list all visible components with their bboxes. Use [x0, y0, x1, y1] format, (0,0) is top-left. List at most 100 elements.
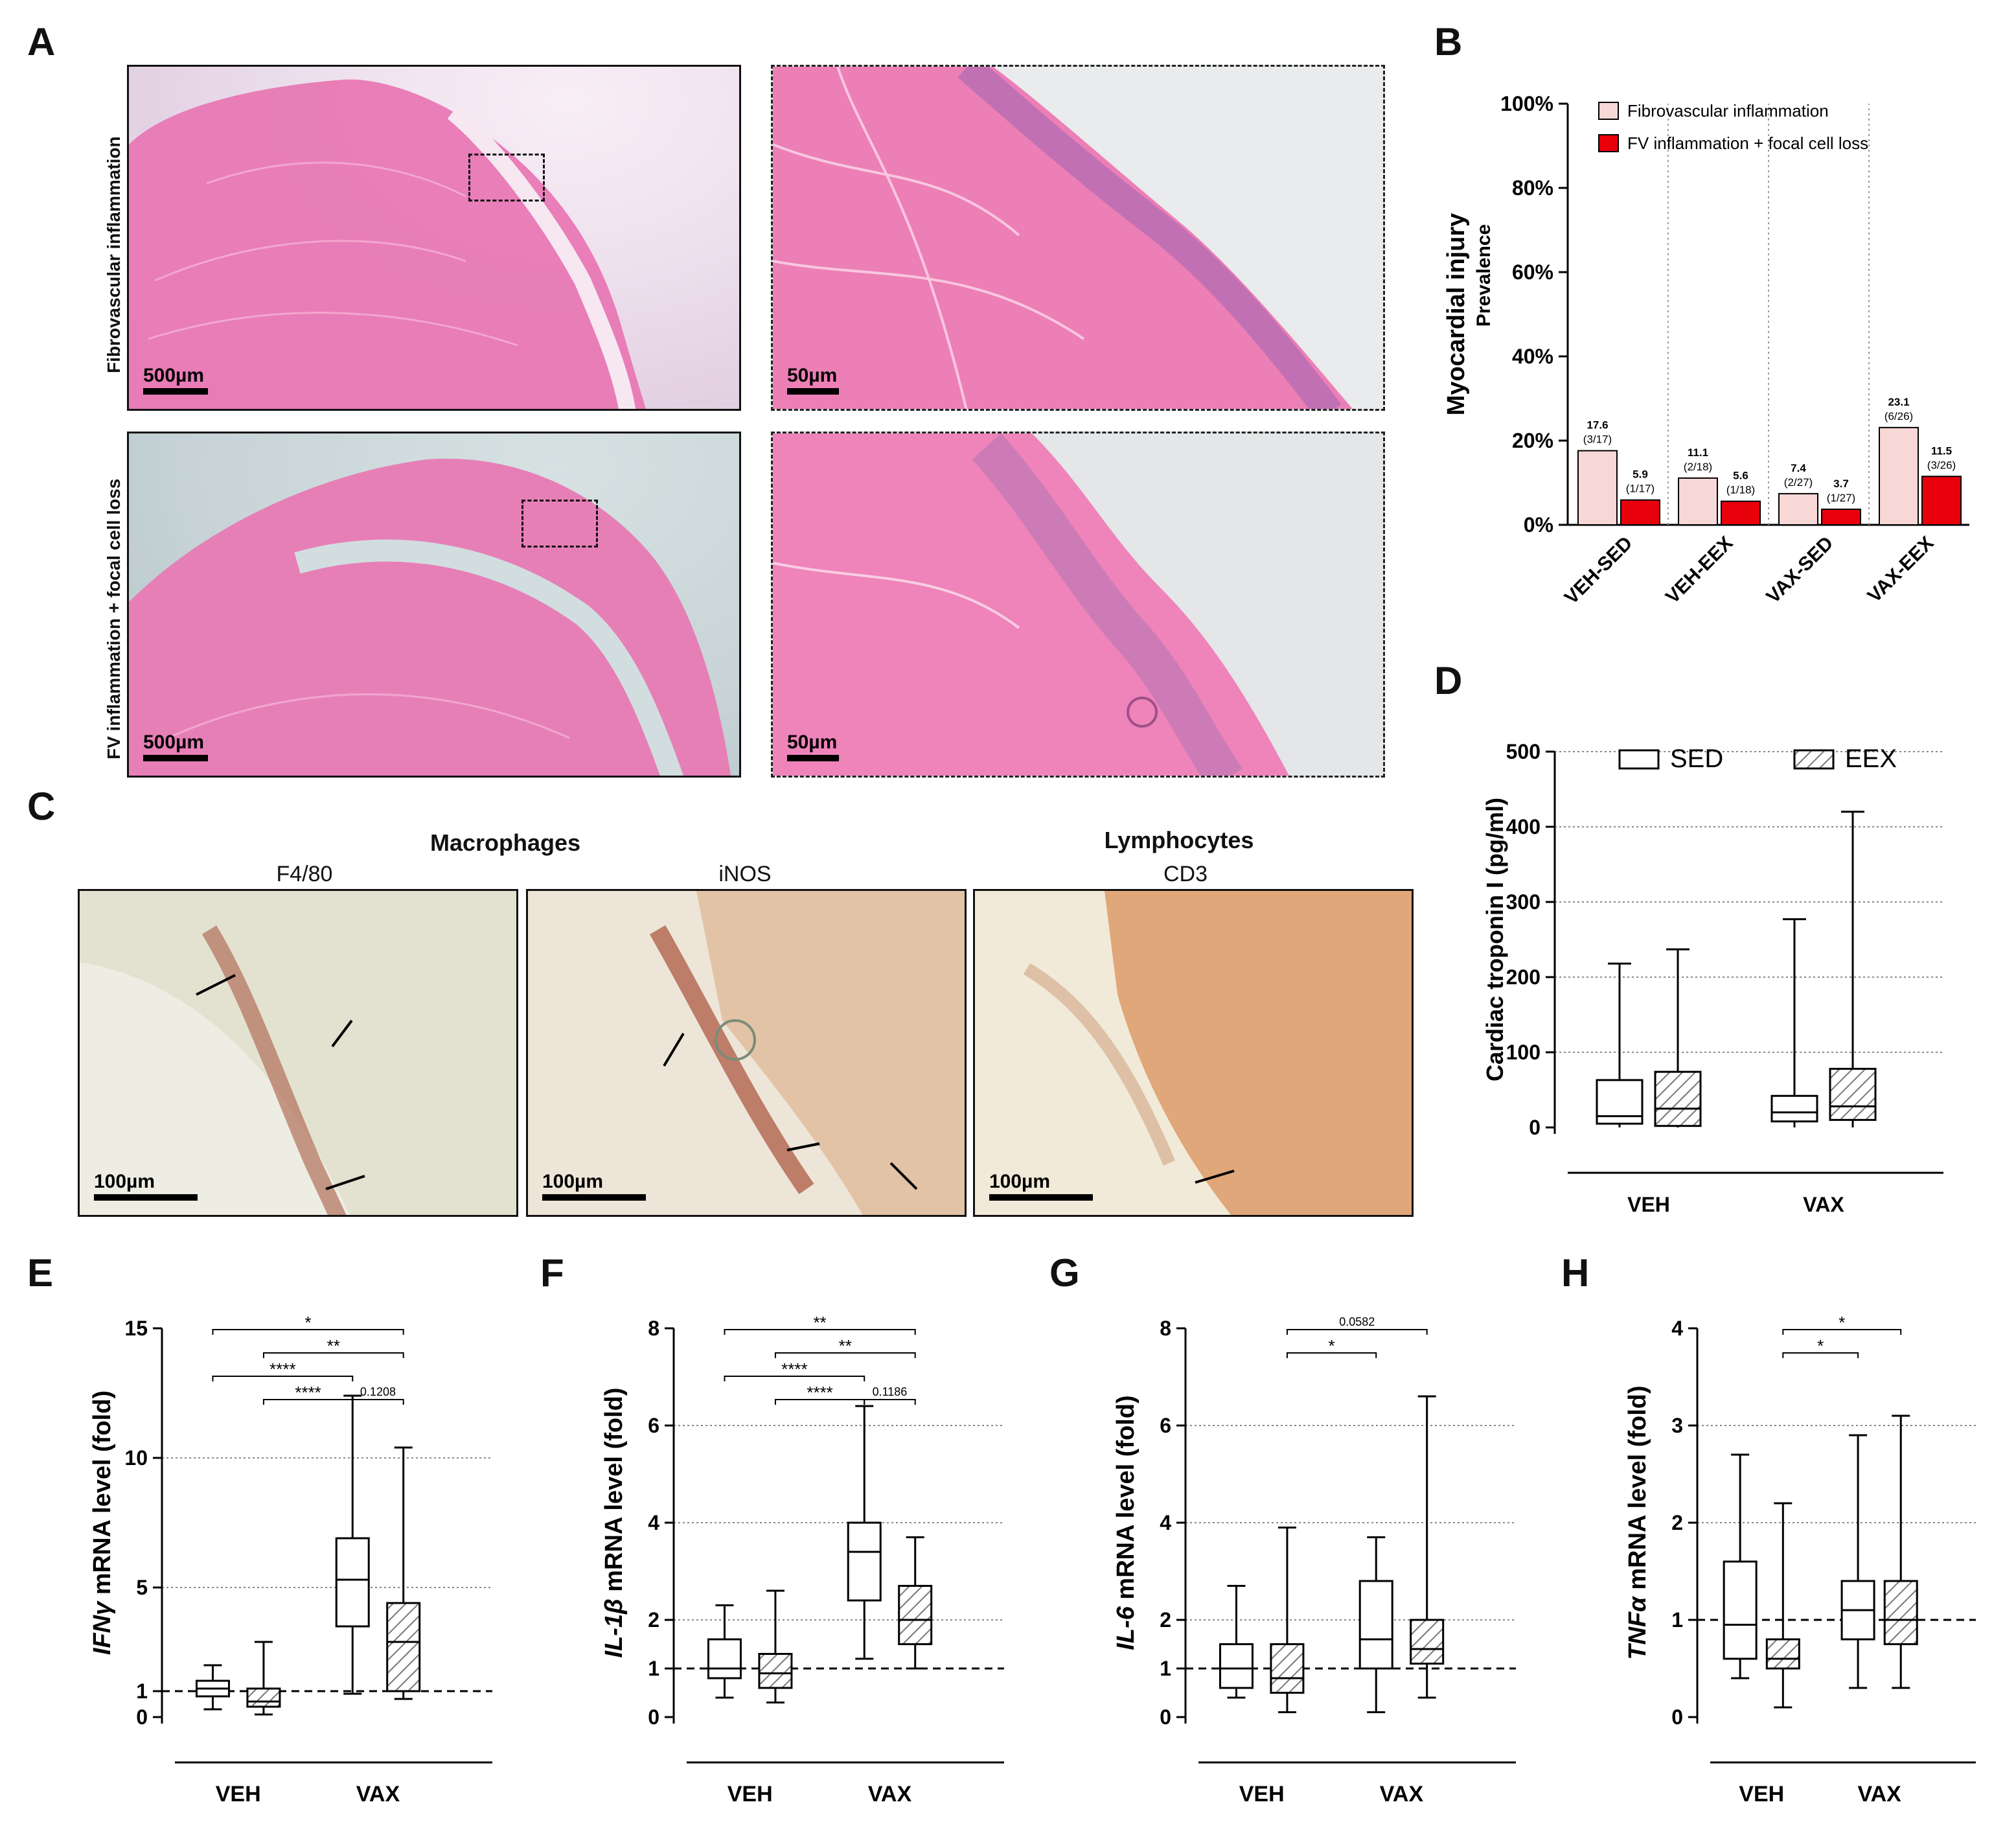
- bar-value-label: 7.4: [1791, 462, 1806, 474]
- group-title-lymphocytes: Lymphocytes: [1104, 827, 1254, 853]
- stain-label-inos: iNOS: [718, 862, 772, 886]
- bar-value-label: 11.1: [1688, 446, 1708, 459]
- y-tick-label: 60%: [1512, 260, 1553, 284]
- group-label: VEH: [727, 1782, 773, 1806]
- box: [847, 1521, 882, 1602]
- y-tick-label: 0%: [1524, 513, 1553, 537]
- significance-label: *: [1838, 1315, 1845, 1332]
- box: [1883, 1580, 1918, 1645]
- row-label-fibrovascular: Fibrovascular inflammation: [104, 136, 124, 373]
- box: [707, 1638, 742, 1679]
- scale-bar-500-2: 500µm: [143, 732, 208, 761]
- bar: [1577, 450, 1618, 525]
- ihc-tissue-inos: [649, 891, 965, 1215]
- bar-value-label: 17.6: [1586, 419, 1608, 432]
- bar-count-label: (2/18): [1684, 461, 1712, 473]
- y-axis-title: TNFα mRNA level (fold): [1624, 1385, 1651, 1659]
- box: [898, 1585, 933, 1645]
- y-tick-label: 5: [136, 1576, 148, 1599]
- scale-bar-100-a: 100µm: [94, 1171, 198, 1201]
- y-axis-title: Cardiac troponin I (pg/ml): [1482, 798, 1508, 1081]
- y-tick-label: 1: [136, 1679, 148, 1703]
- y-axis-subtitle: Prevalence: [1473, 224, 1495, 327]
- y-tick-label: 6: [1160, 1414, 1171, 1437]
- y-axis-title: IFNγ mRNA level (fold): [89, 1391, 116, 1655]
- category-label: VAX-SED: [1762, 533, 1837, 608]
- y-axis-title-gene: IL-1β: [601, 1598, 628, 1657]
- bar-value-label: 3.7: [1833, 478, 1849, 490]
- group-label: VEH: [1239, 1782, 1285, 1806]
- y-tick-label: 300: [1506, 890, 1541, 914]
- significance-label: **: [813, 1315, 826, 1332]
- scale-bar-100-b: 100µm: [542, 1171, 646, 1201]
- y-tick-label: 1: [1160, 1657, 1171, 1680]
- ihc-image-f480: 100µm: [78, 889, 518, 1217]
- group-label: VEH: [1739, 1782, 1784, 1806]
- arrow-icon: [331, 1019, 353, 1048]
- bar: [1620, 499, 1660, 526]
- box: [1723, 1560, 1758, 1660]
- legend-label: SED: [1670, 744, 1723, 773]
- legend-swatch: [1793, 749, 1835, 770]
- y-tick-label: 200: [1506, 965, 1541, 989]
- row-label-focal-cell-loss: FV inflammation + focal cell loss: [104, 478, 124, 759]
- y-tick-label: 6: [648, 1414, 659, 1437]
- bar: [1821, 508, 1861, 526]
- significance-bracket: [262, 1352, 404, 1358]
- bar-count-label: (2/27): [1784, 476, 1813, 489]
- significance-label: ****: [781, 1359, 807, 1379]
- y-tick-label: 10: [124, 1446, 148, 1470]
- y-tick-label: 2: [1671, 1511, 1683, 1534]
- arrow-icon: [663, 1032, 685, 1067]
- y-axis-title-rest: mRNA level (fold): [1112, 1395, 1140, 1606]
- arrow-icon: [196, 974, 236, 996]
- significance-label: 0.0582: [1339, 1315, 1375, 1328]
- y-axis-title: IL-1β mRNA level (fold): [601, 1388, 628, 1658]
- significance-label: *: [1329, 1336, 1335, 1356]
- significance-bracket: [1286, 1352, 1377, 1358]
- y-tick-label: 2: [1160, 1608, 1171, 1632]
- y-tick-label: 0: [648, 1705, 659, 1729]
- significance-label: ****: [807, 1383, 832, 1402]
- box: [1270, 1643, 1305, 1694]
- zoom-region-box-2: [521, 500, 598, 548]
- chart-tnfa: 0 1 2 3 4 TNFα mRNA level (fold) VEH VAX * *: [1624, 1315, 1976, 1806]
- box: [1654, 1070, 1702, 1127]
- legend-swatch: [1598, 102, 1619, 120]
- ihc-image-cd3: 100µm: [973, 889, 1414, 1217]
- y-tick-label: 100%: [1500, 92, 1553, 115]
- category-label: VEH-EEX: [1662, 533, 1737, 608]
- stain-label-cd3: CD3: [1163, 862, 1208, 886]
- y-axis-title-gene: TNFα: [1624, 1596, 1651, 1660]
- group-label: VAX: [1803, 1193, 1844, 1216]
- y-axis-title-rest: mRNA level (fold): [1624, 1385, 1651, 1597]
- y-tick-label: 8: [648, 1317, 659, 1340]
- bar: [1778, 492, 1818, 526]
- y-tick-label: 100: [1506, 1041, 1541, 1064]
- y-axis-title-rest: mRNA level (fold): [89, 1391, 116, 1602]
- box: [1596, 1079, 1644, 1125]
- group-label: VEH: [216, 1782, 261, 1806]
- arrow-icon: [1195, 1170, 1235, 1184]
- ihc-tissue-f480: [80, 891, 516, 1215]
- panel-label-f: F: [540, 1251, 564, 1295]
- y-tick-label: 0: [1529, 1116, 1541, 1139]
- y-tick-label: 0: [1671, 1705, 1683, 1729]
- arrow-icon: [889, 1162, 918, 1190]
- bar-count-label: (6/26): [1884, 410, 1913, 422]
- box: [758, 1653, 793, 1689]
- y-tick-label: 2: [648, 1608, 659, 1632]
- bar: [1879, 426, 1919, 525]
- stain-label-f480: F4/80: [276, 862, 333, 886]
- y-tick-label: 4: [648, 1511, 659, 1534]
- panel-label-a: A: [27, 20, 56, 63]
- group-label: VAX: [1380, 1782, 1424, 1806]
- y-tick-label: 1: [1671, 1608, 1683, 1632]
- panel-label-g: G: [1049, 1251, 1080, 1295]
- chart-il6: 0 1 2 4 6 8 IL-6 mRNA level (fold) VEH VAX 0.0582…: [1112, 1315, 1516, 1806]
- significance-bracket: [352, 1399, 404, 1405]
- bar-value-label: 23.1: [1888, 396, 1909, 408]
- significance-label: 0.1208: [360, 1385, 396, 1398]
- category-label: VAX-EEX: [1864, 533, 1938, 607]
- y-tick-label: 400: [1506, 815, 1541, 838]
